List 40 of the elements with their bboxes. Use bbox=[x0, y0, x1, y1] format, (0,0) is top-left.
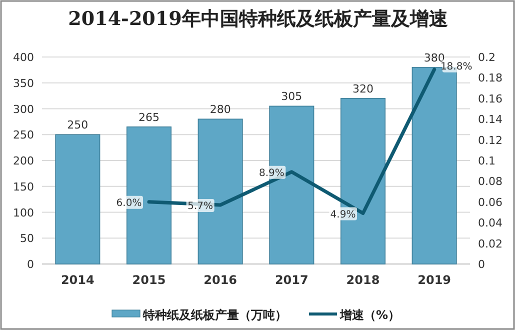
title: 2014-2019年中国特种纸及纸板产量及增速 bbox=[68, 8, 448, 30]
y2-tick-label: 0.18 bbox=[478, 72, 502, 85]
x-tick-label: 2018 bbox=[346, 273, 380, 287]
y2-tick-label: 0.08 bbox=[478, 175, 502, 188]
data-label: 6.0% bbox=[116, 198, 142, 209]
data-label: 5.7% bbox=[188, 201, 214, 212]
y-tick-label: 50 bbox=[20, 232, 34, 246]
y-tick-label: 400 bbox=[13, 51, 34, 64]
y2-tick-label: 0.06 bbox=[478, 196, 502, 209]
y2-tick-label: 0.04 bbox=[478, 216, 502, 230]
y-tick-label: 100 bbox=[13, 206, 34, 220]
x-tick-label: 2019 bbox=[418, 273, 452, 287]
data-label: 320 bbox=[352, 82, 374, 96]
y2-tick-label: 0.16 bbox=[478, 92, 502, 106]
data-label: 8.9% bbox=[258, 168, 284, 179]
y2-tick-label: 0.14 bbox=[478, 113, 502, 126]
data-label: 265 bbox=[138, 110, 160, 124]
bar bbox=[55, 134, 100, 264]
y2-tick-label: 0.1 bbox=[478, 154, 496, 168]
y2-tick-label: 0 bbox=[478, 258, 485, 271]
legend-label: 增速（%） bbox=[339, 308, 400, 322]
y-tick-label: 250 bbox=[13, 128, 34, 142]
y-tick-label: 200 bbox=[13, 154, 34, 168]
data-label: 305 bbox=[281, 90, 302, 104]
y-tick-label: 350 bbox=[13, 76, 34, 90]
data-label: 250 bbox=[67, 118, 88, 132]
data-label: 18.8% bbox=[440, 61, 472, 72]
x-tick-label: 2014 bbox=[60, 273, 94, 287]
x-tick-label: 2017 bbox=[274, 273, 308, 287]
x-tick-label: 2015 bbox=[132, 273, 166, 287]
y2-tick-label: 0.02 bbox=[478, 237, 502, 250]
y2-tick-label: 0.12 bbox=[478, 134, 502, 147]
data-label: 280 bbox=[210, 103, 231, 116]
data-label: 4.9% bbox=[330, 209, 356, 220]
legend-label: 特种纸及纸板产量（万吨） bbox=[142, 308, 287, 322]
y-tick-label: 300 bbox=[13, 102, 34, 116]
y-tick-label: 0 bbox=[27, 258, 34, 271]
y-tick-label: 150 bbox=[13, 180, 34, 194]
x-tick-label: 2016 bbox=[204, 273, 238, 287]
y2-tick-label: 0.2 bbox=[478, 51, 496, 64]
